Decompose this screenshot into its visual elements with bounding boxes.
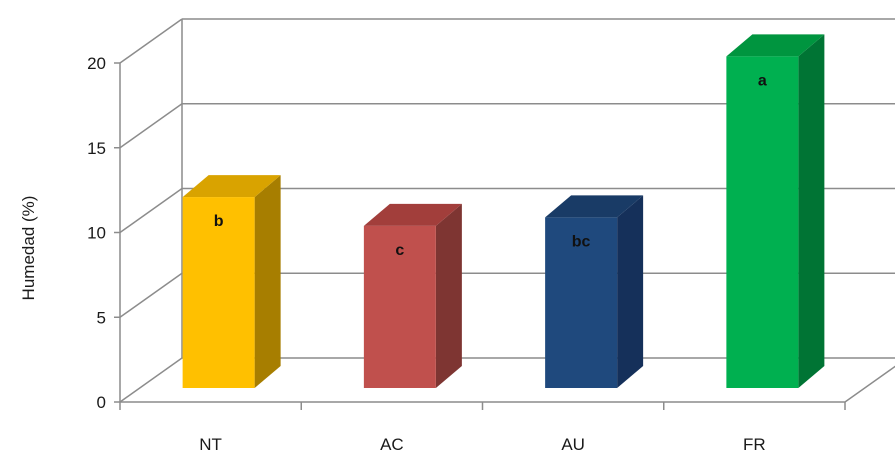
bar-top-face — [182, 175, 281, 198]
bar-ac: c — [363, 203, 462, 388]
x-tick-label: AU — [561, 435, 585, 454]
bar-side-face — [435, 203, 462, 388]
bar-top-face — [363, 203, 462, 226]
bar-au: bc — [545, 195, 644, 388]
bar-side-face — [798, 34, 825, 388]
bar-nt: b — [182, 175, 281, 388]
gridline-side — [119, 187, 183, 234]
bar-front-face — [545, 217, 618, 388]
x-tick-label: NT — [199, 435, 222, 454]
bar-annotation: a — [758, 72, 767, 89]
axes — [114, 62, 895, 410]
bar-fr: a — [726, 34, 825, 388]
bar-annotation: c — [395, 242, 404, 259]
x-tick-label: AC — [380, 435, 404, 454]
y-tick-label: 0 — [97, 393, 106, 412]
bar-front-face — [726, 56, 799, 388]
y-tick-label: 5 — [97, 308, 106, 327]
bar-front-face — [363, 225, 436, 388]
bar-top-face — [545, 195, 644, 218]
x-tick-label: FR — [743, 435, 766, 454]
bars: bc bca — [182, 34, 825, 388]
bar-side-face — [617, 195, 644, 388]
gridline-side — [119, 18, 183, 64]
y-tick-label: 20 — [87, 54, 106, 73]
bar-top-face — [726, 34, 825, 57]
bar-front-face — [182, 197, 255, 388]
y-tick-label: 15 — [87, 139, 106, 158]
gridline-side — [119, 357, 183, 403]
bar-side-face — [254, 175, 281, 388]
y-tick-label: 10 — [87, 224, 106, 243]
bar-annotation: bc — [572, 233, 591, 250]
y-axis-label: Humedad (%) — [19, 196, 38, 301]
tick-labels: 0 5 10 15 20 NT AC AU FR — [87, 54, 766, 454]
gridline-side — [119, 272, 183, 318]
gridline-side — [119, 103, 183, 149]
bar-annotation: b — [214, 213, 224, 230]
